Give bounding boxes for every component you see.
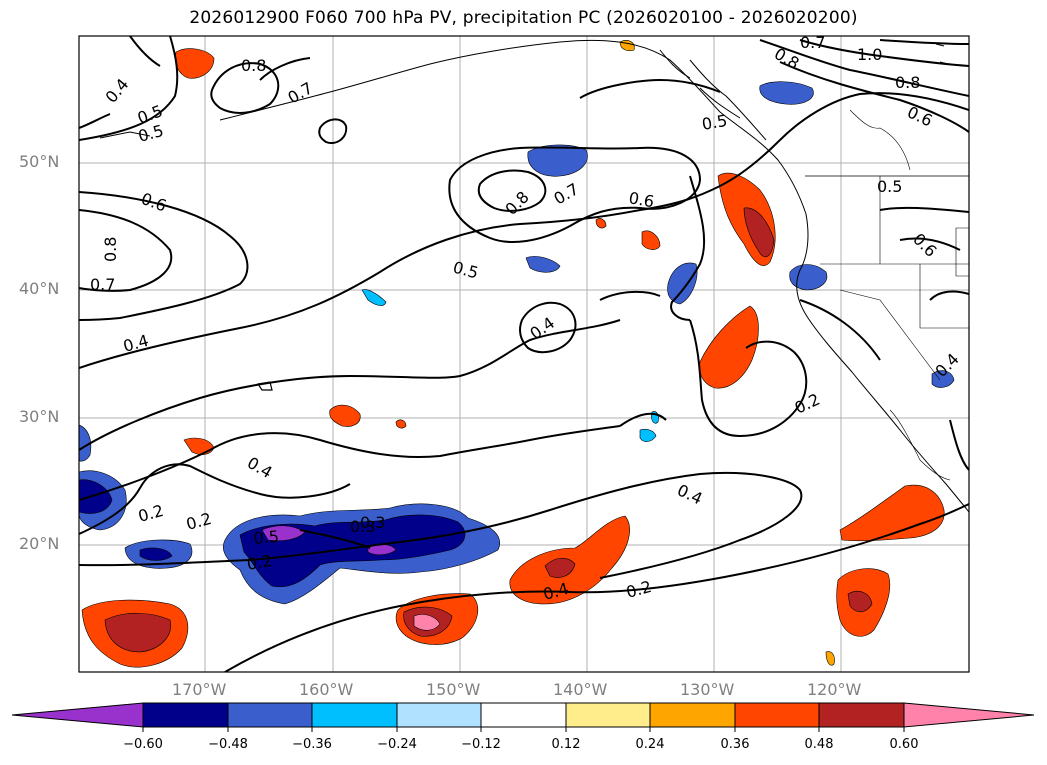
precip-blob-ne-small xyxy=(175,48,215,79)
precip-blob-30n xyxy=(329,404,361,427)
colorbar-segment xyxy=(396,702,482,728)
lon-label-140w: 140°W xyxy=(553,680,608,699)
precip-blob-small-a xyxy=(595,218,607,229)
precip-blob-south-band-core xyxy=(544,557,576,578)
precip-blob-ak xyxy=(619,40,635,52)
contour-label: 0.5 xyxy=(700,111,728,134)
contour-label: 0.4 xyxy=(674,480,705,508)
colorbar-tick-label: 0.48 xyxy=(804,737,834,752)
precip-blob-baja xyxy=(931,370,955,388)
contour-label: 1.0 xyxy=(857,45,882,64)
contour-label: 0.7 xyxy=(90,275,115,294)
contour-label: 0.8 xyxy=(101,237,120,262)
contour-label: 0.4 xyxy=(244,453,276,482)
precip-negative-areas xyxy=(79,81,955,605)
lon-label-170w: 170°W xyxy=(172,680,227,699)
contour-label: 0.7 xyxy=(551,179,583,208)
colorbar-tick-label: 0.60 xyxy=(889,737,919,752)
pv-contours xyxy=(79,36,969,672)
contour-label: 0.6 xyxy=(627,188,655,211)
contour-label: 0.7 xyxy=(800,33,825,52)
contour-label: 0.5 xyxy=(451,258,481,283)
map-frame xyxy=(78,35,970,673)
colorbar-segment xyxy=(227,702,313,728)
lat-label-40n: 40°N xyxy=(19,279,60,298)
precip-blob-west-edge xyxy=(79,424,92,462)
contour-label: 0.5 xyxy=(253,527,280,548)
colorbar-segment xyxy=(480,702,567,728)
contour-label: 0.2 xyxy=(184,509,214,534)
contour-label: 0.8 xyxy=(895,73,920,92)
precip-blob-coast-north-core xyxy=(743,207,775,258)
precip-positive-areas xyxy=(81,40,945,668)
precip-blob-small1 xyxy=(361,289,387,306)
colorbar-max-extend xyxy=(903,702,1035,728)
colorbar-segment xyxy=(142,702,229,728)
contour-label: 0.8 xyxy=(501,187,532,218)
colorbar-tick-label: −0.12 xyxy=(461,737,501,752)
precip-blob-oregon xyxy=(789,264,828,291)
precip-blob-40n xyxy=(641,230,661,250)
precip-blob-small-c xyxy=(825,651,835,666)
precip-blob-mexico-west-core xyxy=(847,591,873,613)
colorbar-segment xyxy=(734,702,820,728)
precip-blob-north xyxy=(527,144,588,177)
lon-label-160w: 160°W xyxy=(299,680,354,699)
colorbar-segment xyxy=(649,702,736,728)
precip-blob-sw-corner-core xyxy=(104,612,171,653)
lon-label-130w: 130°W xyxy=(680,680,735,699)
contour-label: 0.7 xyxy=(285,78,317,107)
colorbar-tick-label: −0.60 xyxy=(123,737,163,752)
map-title: 2026012900 F060 700 hPa PV, precipitatio… xyxy=(189,8,858,28)
contour-label: 0.4 xyxy=(102,75,133,107)
coastlines xyxy=(99,39,969,513)
lat-label-20n: 20°N xyxy=(19,534,60,553)
precip-blob-north2 xyxy=(525,256,561,273)
colorbar-tick-label: 0.36 xyxy=(720,737,750,752)
contour-label: 0.2 xyxy=(624,577,654,602)
colorbar-tick-label: 0.12 xyxy=(551,737,581,752)
lat-label-50n: 50°N xyxy=(19,152,60,171)
contour-label: 0.6 xyxy=(904,102,935,130)
colorbar-tick-label: −0.24 xyxy=(377,737,417,752)
colorbar-min-extend xyxy=(11,702,144,728)
contour-label: 0.2 xyxy=(245,551,273,574)
colorbar-tick-label: −0.36 xyxy=(292,737,332,752)
precip-blob-mexico-east xyxy=(839,484,945,542)
contour-label: 0.6 xyxy=(909,229,940,260)
colorbar-segment xyxy=(311,702,398,728)
contour-label: 0.5 xyxy=(877,177,902,196)
precip-blob-hawaii-sw-core xyxy=(139,547,173,561)
precip-blob-nw-coast xyxy=(759,81,814,105)
lat-label-30n: 30°N xyxy=(19,407,60,426)
contour-label: 0.2 xyxy=(136,501,166,526)
contour-label: 0.8 xyxy=(241,56,266,75)
precip-blob-coast-mid xyxy=(699,305,759,389)
precip-blob-west-core xyxy=(79,479,113,514)
colorbar-tick-label: 0.24 xyxy=(635,737,665,752)
contour-label: 0.3 xyxy=(350,517,375,536)
lon-label-120w: 120°W xyxy=(807,680,862,699)
contour-label: 0.6 xyxy=(139,189,169,216)
contour-label: 0.3 xyxy=(360,513,385,532)
colorbar xyxy=(11,702,1035,732)
precip-blob-small2 xyxy=(639,428,657,442)
colorbar-segment xyxy=(818,702,905,728)
precip-blob-small-b xyxy=(395,419,407,429)
precip-blob-mid xyxy=(667,262,698,305)
contour-label: 0.4 xyxy=(121,331,151,356)
precip-blob-hawaii-east-pink xyxy=(413,614,441,631)
lon-label-150w: 150°W xyxy=(426,680,481,699)
contour-labels: 0.4 0.5 0.8 0.7 0.5 0.6 0.8 0.7 0.4 0.7 … xyxy=(90,33,963,604)
contour-label: 0.2 xyxy=(792,390,823,418)
colorbar-tick-label: −0.48 xyxy=(208,737,248,752)
precip-blob-28n xyxy=(183,437,215,455)
colorbar-segment xyxy=(565,702,651,728)
